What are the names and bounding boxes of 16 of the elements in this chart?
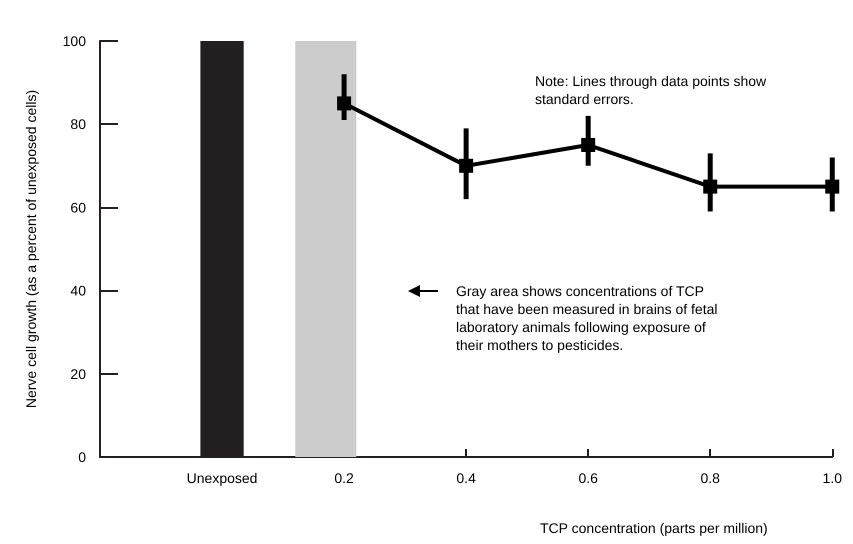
y-tick-label: 20	[70, 366, 86, 382]
x-tick-label: Unexposed	[186, 470, 258, 486]
x-tick-label: 0.8	[700, 470, 720, 486]
annotation: Note: Lines through data points show standard errors.	[535, 73, 770, 107]
x-tick-label: 0.2	[334, 470, 354, 486]
y-tick-label: 40	[70, 282, 86, 299]
y-tick-label: 80	[70, 116, 86, 132]
y-tick-label: 60	[70, 199, 86, 216]
x-tick-label: 0.4	[456, 470, 476, 486]
x-axis-title: TCP concentration (parts per million)	[540, 520, 768, 536]
x-tick-label: 1.0	[822, 470, 842, 486]
y-tick-label: 0	[78, 449, 86, 465]
x-tick-label: 0.6	[578, 470, 598, 486]
y-tick-label: 100	[62, 33, 86, 49]
annotation: Gray area shows concentrations of TCP that have been measured in brains of fetal laboratory animals following exposure of their mothers to pesticides.	[456, 283, 722, 353]
y-axis-title: Nerve cell growth (as a percent of unexposed cells)	[23, 90, 39, 408]
